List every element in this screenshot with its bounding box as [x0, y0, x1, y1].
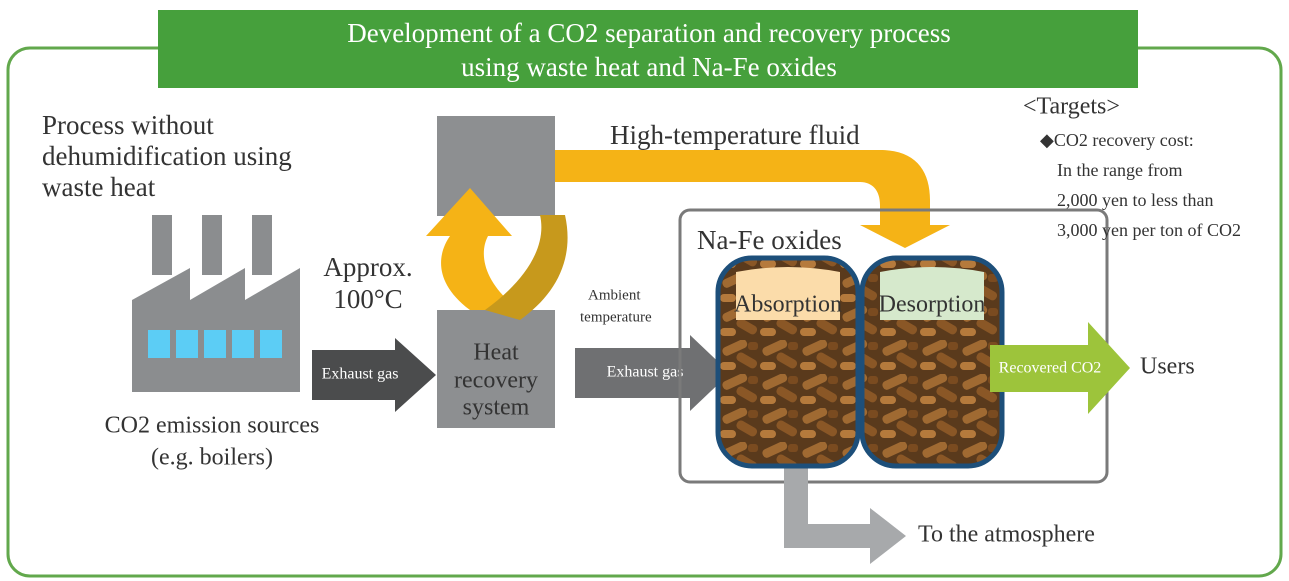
arrow-label: Exhaust gas [607, 364, 684, 381]
recovered-arrow [990, 322, 1130, 414]
temperature-line: Approx. [323, 252, 412, 282]
heat-line: system [463, 395, 530, 421]
note-line: Process without [42, 110, 214, 140]
factory-windows [148, 330, 282, 358]
heat-line: Heat [473, 340, 519, 366]
targets-line: In the range from [1057, 160, 1182, 180]
temperature-line: 100°C [333, 284, 402, 314]
source-line: (e.g. boilers) [151, 445, 273, 471]
targets-line: ◆CO2 recovery cost: [1040, 130, 1194, 150]
heat-line: recovery [454, 368, 538, 394]
source-line: CO2 emission sources [105, 413, 320, 439]
exhaust-arrow [312, 338, 436, 412]
canister-label: Desorption [879, 292, 986, 318]
title-line: using waste heat and Na-Fe oxides [461, 52, 837, 82]
canister-label: Absorption [734, 292, 842, 318]
high-temp-arrow [555, 150, 950, 248]
title-box [158, 10, 1138, 88]
factory [132, 215, 300, 392]
targets-line: 3,000 yen per ton of CO2 [1057, 220, 1241, 240]
loop-arrow-up [426, 188, 520, 310]
exhaust-arrow [575, 335, 730, 411]
title-line: Development of a CO2 separation and reco… [347, 18, 951, 48]
ambient-line: Ambient [588, 287, 641, 303]
desorption-header [880, 267, 984, 320]
loop-arrow-down [485, 215, 568, 320]
arrow-label: High-temperature fluid [610, 120, 860, 150]
targets-line: 2,000 yen to less than [1057, 190, 1213, 210]
atmosphere-arrow [784, 462, 906, 564]
users-label: Users [1140, 354, 1195, 380]
heat-box-top [437, 116, 555, 216]
targets-heading: <Targets> [1023, 94, 1120, 120]
heat-box [437, 310, 555, 428]
arrow-label: Recovered CO2 [999, 360, 1102, 377]
arrow-label: Exhaust gas [322, 366, 399, 383]
oxides-label: Na-Fe oxides [697, 225, 842, 255]
note-line: dehumidification using [42, 141, 292, 171]
note-line: waste heat [42, 172, 156, 202]
absorption-header [736, 267, 840, 320]
ambient-line: temperature [580, 309, 652, 325]
arrow-label: To the atmosphere [918, 522, 1095, 548]
